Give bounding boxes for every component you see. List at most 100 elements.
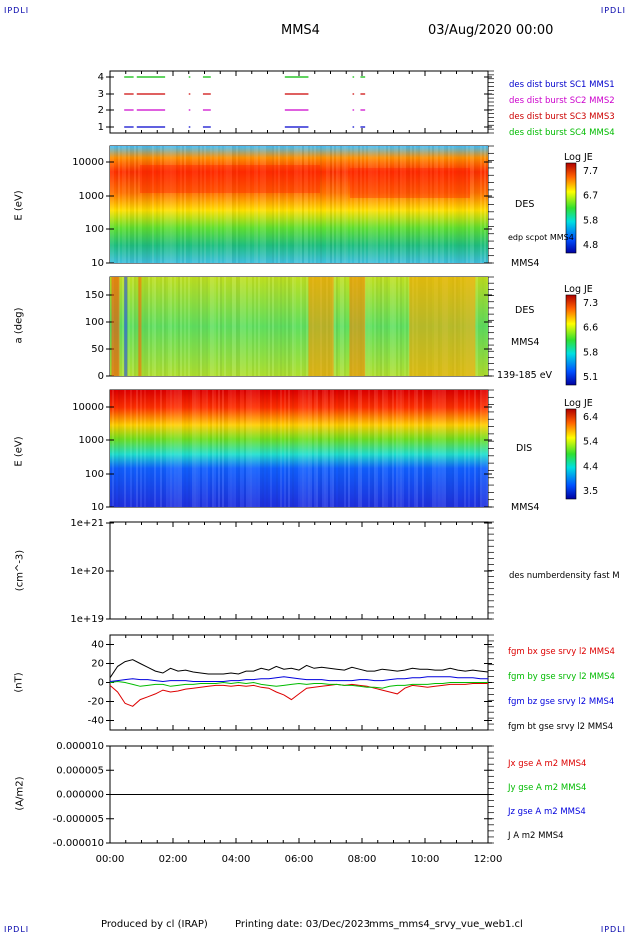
heatmap-streak [400,146,402,263]
heatmap-streak [128,277,130,376]
heatmap-streak [202,277,204,376]
heatmap-streak [230,390,232,507]
y-tick-label-p2: 100 [85,224,104,235]
heatmap-streak [234,390,236,507]
heatmap-streak [304,390,306,507]
heatmap-streak [422,390,424,507]
heatmap-streak [274,277,276,376]
heatmap-streak [190,146,192,263]
heatmap-streak [342,277,344,376]
heatmap-streak [166,146,168,263]
heatmap-streak [414,146,416,263]
heatmap-streak [178,390,180,507]
heatmap-streak [202,146,204,263]
heatmap-streak [120,390,122,507]
heatmap-streak [182,390,184,507]
heatmap-streak [246,390,248,507]
heatmap-streak [484,146,486,263]
heatmap-streak [248,146,250,263]
time-tick-label: 08:00 [348,854,377,865]
heatmap-streak [224,277,226,376]
time-tick-label: 02:00 [159,854,188,865]
corner-tag-top-right: IPDLI [600,6,626,15]
heatmap-streak [110,390,112,507]
heatmap-streak [124,390,126,507]
y-tick-label-p6: 20 [91,659,104,670]
heatmap-streak [210,390,212,507]
heatmap-streak [258,277,260,376]
j-legend-3: Jz gse A m2 MMS4 [507,807,586,817]
heatmap-streak [300,146,302,263]
heatmap-streak [476,146,478,263]
heatmap-streak [250,390,252,507]
heatmap-des-energy [110,146,488,263]
heatmap-dis-energy [110,390,488,507]
b-legend-4: fgm bt gse srvy l2 MMS4 [508,722,613,732]
heatmap-streak [172,390,174,507]
y-tick-label-p2: 10000 [72,157,104,168]
heatmap-streak [232,277,234,376]
heatmap-streak [240,390,242,507]
heatmap-streak [212,146,214,263]
heatmap-streak [288,390,290,507]
heatmap-streak [134,390,136,507]
heatmap-streak [290,390,292,507]
heatmap-streak [382,277,384,376]
heatmap-streak [456,146,458,263]
heatmap-streak [406,390,408,507]
heatmap-streak [112,390,114,507]
heatmap-streak [350,390,352,507]
heatmap-streak [194,277,196,376]
j-legend-2: Jy gse A m2 MMS4 [507,783,586,793]
heatmap-streak [336,390,338,507]
heatmap-streak [390,146,392,263]
heatmap-streak [456,390,458,507]
burst-legend-1: des dist burst SC1 MMS1 [509,80,615,90]
pitch-band [111,277,120,376]
burst-legend-3: des dist burst SC3 MMS3 [509,112,615,122]
heatmap-streak [370,390,372,507]
heatmap-streak [294,146,296,263]
heatmap-streak [260,146,262,263]
heatmap-streak [470,146,472,263]
y-tick-label-p6: 0 [98,678,104,689]
heatmap-streak [190,277,192,376]
heatmap-streak [152,146,154,263]
heatmap-streak [126,146,128,263]
heatmap-streak [416,146,418,263]
heatmap-streak [258,390,260,507]
heatmap-streak [164,277,166,376]
heatmap-streak [272,277,274,376]
heatmap-streak [396,390,398,507]
heatmap-streak [196,390,198,507]
colorbar-1 [565,162,577,254]
heatmap-streak [420,146,422,263]
heatmap-streak [290,146,292,263]
heatmap-streak [414,390,416,507]
colorbar-tick-2: 6.6 [583,323,598,334]
heatmap-streak [130,146,132,263]
heatmap-streak [200,390,202,507]
y-tick-label-p3: 50 [91,344,104,355]
heatmap-streak [318,146,320,263]
heatmap-streak [194,146,196,263]
heatmap-streak [386,277,388,376]
colorbar-tick-3: 4.4 [583,461,598,472]
heatmap-streak [162,146,164,263]
heatmap-streak [142,146,144,263]
colorbar-tick-1: 4.8 [583,240,598,251]
heatmap-streak [388,277,390,376]
density-legend: des numberdensity fast M [509,571,620,581]
heatmap-streak [266,146,268,263]
heatmap-streak [224,146,226,263]
heatmap-streak [184,390,186,507]
scpot-label: edp scpot MMS4 [508,233,574,242]
heatmap-streak [408,390,410,507]
heatmap-streak [186,390,188,507]
heatmap-streak [340,277,342,376]
heatmap-streak [286,390,288,507]
heatmap-streak [242,277,244,376]
heatmap-streak [364,146,366,263]
heatmap-streak [212,277,214,376]
heatmap-streak [150,146,152,263]
